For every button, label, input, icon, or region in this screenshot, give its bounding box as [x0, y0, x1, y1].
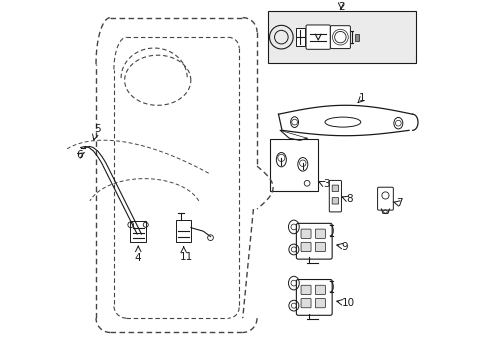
FancyBboxPatch shape — [296, 279, 331, 315]
FancyBboxPatch shape — [331, 198, 338, 204]
FancyBboxPatch shape — [267, 11, 415, 63]
FancyBboxPatch shape — [330, 26, 350, 49]
FancyBboxPatch shape — [315, 285, 325, 294]
Text: 1: 1 — [359, 93, 365, 103]
FancyBboxPatch shape — [301, 242, 310, 252]
FancyBboxPatch shape — [269, 139, 317, 191]
FancyBboxPatch shape — [315, 242, 325, 252]
FancyBboxPatch shape — [296, 223, 331, 259]
FancyBboxPatch shape — [301, 298, 310, 308]
FancyBboxPatch shape — [130, 221, 146, 242]
FancyBboxPatch shape — [354, 33, 358, 41]
FancyBboxPatch shape — [315, 298, 325, 308]
FancyBboxPatch shape — [328, 180, 341, 212]
FancyBboxPatch shape — [176, 220, 191, 242]
FancyBboxPatch shape — [295, 28, 304, 46]
Text: 8: 8 — [346, 194, 352, 204]
Text: 5: 5 — [94, 124, 100, 134]
FancyBboxPatch shape — [377, 187, 392, 210]
FancyBboxPatch shape — [315, 229, 325, 238]
FancyBboxPatch shape — [305, 25, 330, 49]
FancyBboxPatch shape — [331, 185, 338, 192]
Text: 10: 10 — [341, 298, 354, 308]
Text: 7: 7 — [396, 198, 402, 208]
Text: 4: 4 — [135, 253, 141, 263]
Text: 11: 11 — [180, 252, 193, 262]
Text: 2: 2 — [337, 2, 344, 12]
FancyBboxPatch shape — [301, 285, 310, 294]
Text: 9: 9 — [341, 242, 348, 252]
Text: 6: 6 — [76, 150, 82, 160]
FancyBboxPatch shape — [301, 229, 310, 238]
Text: 3: 3 — [323, 179, 329, 189]
